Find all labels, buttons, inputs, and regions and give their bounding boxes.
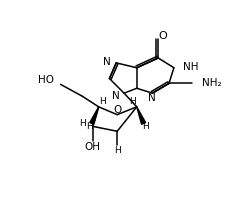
Text: H: H bbox=[142, 122, 149, 131]
Text: N: N bbox=[148, 93, 155, 103]
Polygon shape bbox=[137, 107, 146, 124]
Text: H: H bbox=[114, 146, 121, 155]
Text: H: H bbox=[129, 97, 136, 106]
Text: HO: HO bbox=[38, 75, 54, 85]
Text: H: H bbox=[79, 119, 86, 128]
Text: H: H bbox=[86, 122, 93, 131]
Text: NH: NH bbox=[183, 62, 198, 72]
Text: OH: OH bbox=[85, 142, 101, 152]
Text: O: O bbox=[159, 31, 168, 41]
Text: H: H bbox=[99, 97, 106, 106]
Text: N: N bbox=[103, 57, 110, 67]
Text: NH₂: NH₂ bbox=[202, 78, 222, 88]
Text: O: O bbox=[113, 105, 121, 115]
Text: N: N bbox=[112, 91, 120, 101]
Polygon shape bbox=[90, 107, 99, 124]
